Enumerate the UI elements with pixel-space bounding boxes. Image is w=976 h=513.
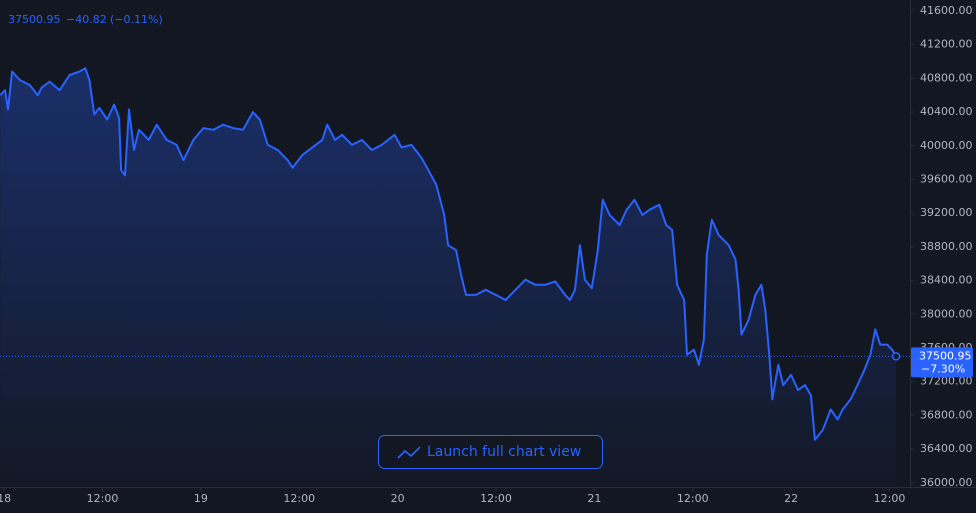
y-tick-label: 38400.00 xyxy=(920,274,973,287)
y-tick-label: 36400.00 xyxy=(920,442,973,455)
area-fill xyxy=(0,68,897,487)
price-line xyxy=(0,67,897,441)
y-tick-label: 38800.00 xyxy=(920,240,973,253)
x-tick-label: 12:00 xyxy=(480,492,512,505)
plot xyxy=(0,67,910,487)
header-price: 37500.95 xyxy=(8,13,61,26)
header-change-pct: (−0.11%) xyxy=(110,13,163,26)
y-tick-label: 36800.00 xyxy=(920,408,973,421)
header-change: −40.82 xyxy=(66,13,107,26)
x-tick-label: 12:00 xyxy=(874,492,906,505)
y-tick-label: 40400.00 xyxy=(920,105,973,118)
x-tick-label: 12:00 xyxy=(677,492,709,505)
y-tick-label: 41600.00 xyxy=(920,4,973,17)
price-tag xyxy=(911,347,973,378)
y-tick-label: 40800.00 xyxy=(920,71,973,84)
price-tag-value: 37500.95 xyxy=(919,349,972,362)
last-point xyxy=(891,352,901,361)
price-tag-change: −7.30% xyxy=(921,362,965,375)
x-tick-label: 19 xyxy=(194,492,208,505)
x-tick-label: 12:00 xyxy=(283,492,315,505)
x-tick-label: 21 xyxy=(587,492,601,505)
y-tick-label: 39200.00 xyxy=(920,206,973,219)
x-tick-label: 12:00 xyxy=(87,492,119,505)
y-tick-label: 38000.00 xyxy=(920,307,973,320)
x-tick-label: 20 xyxy=(391,492,405,505)
y-tick-label: 39600.00 xyxy=(920,172,973,185)
x-tick-label: 18 xyxy=(0,492,11,505)
y-tick-label: 36000.00 xyxy=(920,476,973,489)
x-tick-label: 22 xyxy=(784,492,798,505)
y-tick-label: 41200.00 xyxy=(920,38,973,51)
button-icon[interactable] xyxy=(397,446,421,459)
button-frame[interactable] xyxy=(378,435,603,469)
y-tick-label: 40000.00 xyxy=(920,139,973,152)
launch-button[interactable]: Launch full chart view xyxy=(378,435,603,469)
y-tick-label: 37200.00 xyxy=(920,375,973,388)
button-label[interactable]: Launch full chart view xyxy=(427,444,581,460)
